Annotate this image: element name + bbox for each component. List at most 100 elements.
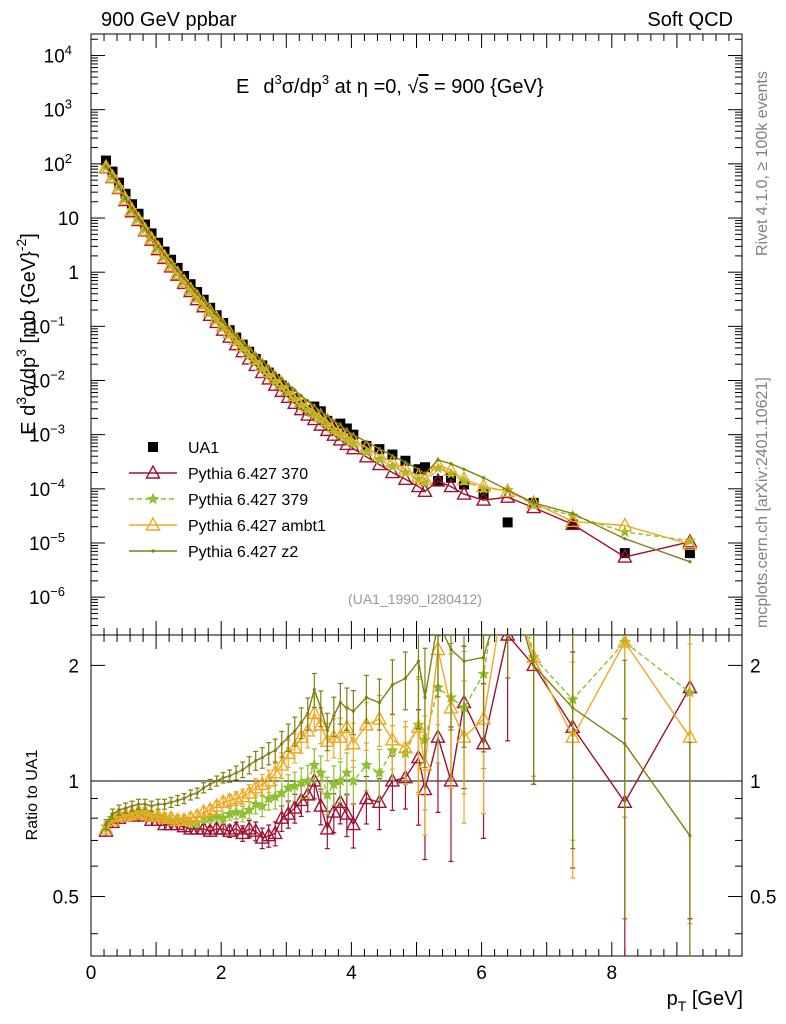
ratio-point [230, 805, 243, 818]
ratio-point [299, 720, 303, 725]
data-point [339, 426, 355, 442]
ratio-point [314, 766, 327, 779]
ratio-point [300, 786, 316, 801]
data-point [456, 485, 472, 500]
ratio-point [339, 805, 355, 820]
ratio-point [261, 772, 277, 787]
data-point [532, 501, 536, 505]
data-point [137, 221, 153, 236]
ratio-point [373, 766, 386, 779]
data-point [481, 476, 486, 480]
ratio-point [215, 779, 219, 783]
data-point [221, 320, 225, 324]
data-point [419, 462, 430, 473]
y-tick-label: 104 [44, 43, 72, 68]
data-point [410, 467, 427, 483]
ratio-point [532, 663, 536, 667]
ratio-point [195, 820, 212, 835]
data-point [117, 191, 134, 206]
ratio-tick-label-right: 2 [750, 656, 761, 677]
ratio-point [287, 739, 303, 754]
y-tick-label: 10 [58, 209, 79, 230]
data-point [293, 388, 297, 392]
x-tick-label: 6 [476, 963, 487, 984]
ratio-point [506, 570, 509, 573]
ratio-point [397, 739, 414, 754]
data-point [169, 261, 173, 265]
data-point [136, 216, 141, 220]
data-point [475, 478, 492, 493]
data-point [280, 381, 296, 396]
ratio-point [377, 701, 381, 705]
data-point [175, 268, 180, 273]
legend-label: Pythia 6.427 379 [188, 492, 308, 509]
ratio-point [117, 808, 121, 812]
ratio-point [248, 779, 264, 794]
ratio-point [338, 701, 342, 705]
data-point [215, 313, 219, 317]
ratio-point [195, 791, 199, 795]
data-point [176, 273, 192, 288]
data-point [280, 377, 284, 381]
ratio-point [221, 776, 225, 780]
series-line [105, 166, 691, 545]
data-point [241, 340, 245, 344]
data-point [123, 196, 128, 201]
data-point [162, 253, 167, 257]
data-point [417, 482, 433, 498]
ratio-point [150, 807, 166, 822]
main-y-axis: 10−6 10−5 10−4 10−3 10−2 10−1 1 10 102 103 104 [29, 38, 742, 636]
ratio-point [462, 659, 466, 663]
data-point [228, 327, 232, 331]
data-point [456, 470, 472, 485]
ratio-line [105, 635, 691, 837]
ratio-point [117, 807, 134, 822]
data-point [306, 399, 310, 403]
ratio-point [215, 793, 231, 808]
ratio-point [189, 807, 205, 822]
data-point [416, 467, 421, 471]
ratio-point [124, 805, 140, 820]
legend-label: Pythia 6.427 370 [188, 466, 308, 483]
ratio-point [137, 805, 153, 820]
ratio-point [481, 655, 486, 659]
data-point [150, 239, 166, 254]
header-left: 900 GeV ppbar [101, 9, 237, 31]
ratio-point [340, 766, 353, 779]
data-point [182, 280, 199, 296]
ratio-point [360, 758, 373, 771]
ratio-point [182, 809, 199, 824]
ratio-point [249, 797, 262, 810]
data-point [684, 548, 695, 559]
legend-marker [145, 464, 161, 479]
ratio-y-axis: 0.5 0.5 1 1 2 2 [53, 656, 776, 935]
ratio-point [358, 790, 375, 805]
ratio-point [345, 735, 362, 750]
data-point [195, 295, 212, 310]
ratio-point [221, 791, 238, 807]
ratio-point [334, 774, 347, 787]
data-point [124, 201, 140, 216]
ratio-point [326, 803, 342, 818]
legend-label: UA1 [188, 440, 219, 457]
data-point [565, 515, 581, 531]
data-point [475, 491, 492, 506]
ratio-point [241, 784, 257, 799]
ratio-point [358, 716, 375, 731]
data-point [260, 359, 264, 363]
data-point [202, 298, 206, 303]
ratio-point [98, 820, 114, 835]
ratio-point [688, 834, 692, 838]
data-point [104, 164, 108, 168]
data-point [449, 462, 453, 466]
ratio-point [319, 820, 335, 835]
data-point [502, 517, 513, 528]
header-right: Soft QCD [647, 9, 733, 31]
series-line [105, 165, 691, 563]
data-point [443, 478, 459, 493]
ratio-point [260, 756, 264, 760]
data-point [274, 382, 290, 398]
ratio-point [423, 695, 427, 700]
ratio-point [182, 796, 186, 801]
data-point [189, 284, 193, 288]
